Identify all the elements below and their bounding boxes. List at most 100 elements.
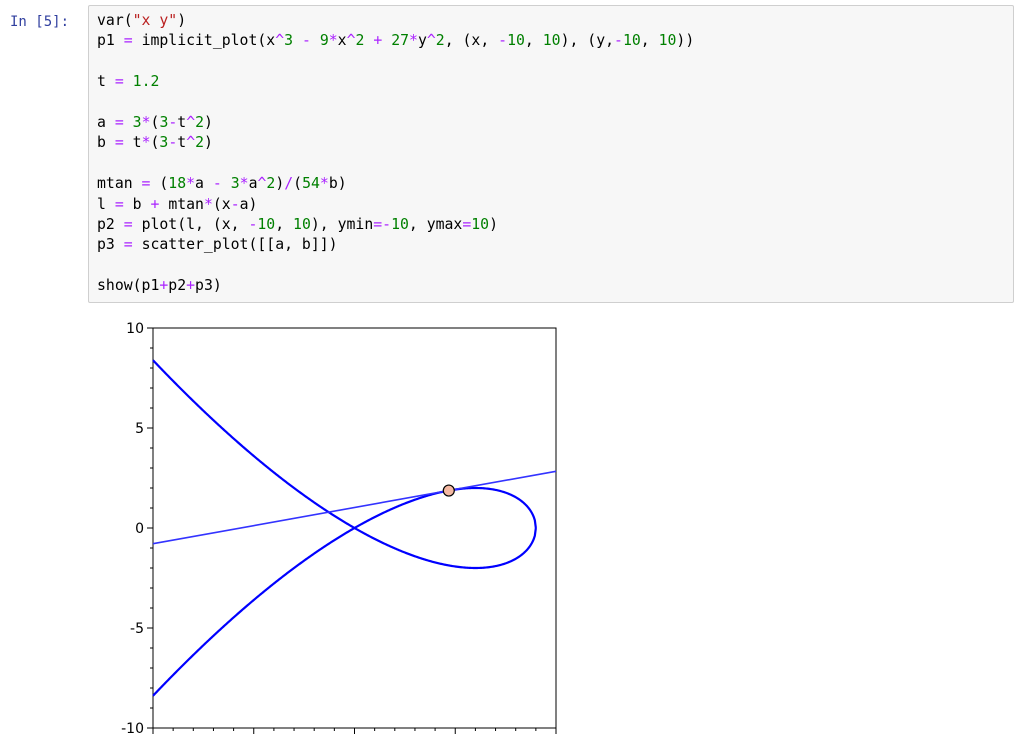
code-token: t [123, 134, 142, 152]
code-token: =- [373, 215, 392, 233]
code-token: = [462, 215, 472, 233]
code-token: b [123, 195, 151, 213]
code-token: 10 [391, 215, 409, 233]
code-token: * [409, 32, 418, 50]
y-tick-label: 5 [135, 421, 144, 437]
code-token: scatter_plot([[a, b]]) [132, 236, 338, 254]
code-token: t [177, 113, 187, 131]
code-token: 3 [132, 113, 142, 131]
code-token: a) [239, 195, 258, 213]
cell-prompt: In [5]: [10, 14, 70, 30]
code-token: 10 [293, 215, 311, 233]
code-token: * [239, 175, 249, 193]
code-token: implicit_plot(x [132, 32, 276, 50]
code-token: 18 [168, 175, 187, 193]
code-line: p3 = scatter_plot([[a, b]]) [97, 235, 1013, 255]
code-token: 10 [622, 32, 641, 50]
code-token: , [524, 32, 543, 50]
code-token [364, 32, 373, 49]
code-token: + [373, 32, 383, 50]
code-editor[interactable]: var("x y") p1 = implicit_plot(x^3 - 9*x^2… [97, 11, 1013, 296]
code-token: 2 [266, 175, 276, 193]
code-token: "x y" [132, 12, 178, 29]
code-token: ( [293, 175, 303, 193]
code-token: ( [150, 175, 169, 193]
code-token: = [114, 73, 124, 91]
code-token: 2 [435, 32, 445, 50]
code-token [293, 32, 302, 49]
code-token: - [168, 113, 178, 131]
code-line [97, 93, 1013, 113]
code-token: , ymax [408, 215, 463, 233]
code-token: ^ [257, 175, 267, 193]
code-line: t = 1.2 [97, 72, 1013, 92]
code-token [311, 32, 320, 49]
plot-figure: -10 -5 0 5 10 [121, 321, 557, 737]
code-cell-input[interactable]: var("x y") p1 = implicit_plot(x^3 - 9*x^2… [88, 5, 1014, 303]
code-token: ^ [186, 113, 196, 131]
code-token: * [328, 32, 338, 50]
code-token: a [97, 113, 115, 131]
code-token: y [417, 32, 427, 50]
code-token: + [159, 277, 169, 295]
code-token: 3 [230, 175, 240, 193]
code-token: a [195, 175, 213, 193]
code-token: * [186, 175, 196, 193]
tangent-point [442, 484, 455, 497]
y-tick-label: -10 [121, 721, 144, 737]
code-line [97, 154, 1013, 174]
code-token: 9 [319, 32, 329, 50]
code-token: mtan [97, 175, 142, 193]
code-token: 54 [302, 175, 320, 193]
code-token [222, 175, 231, 192]
x-axis-ticks [152, 728, 557, 734]
code-token: p2 [168, 277, 187, 295]
code-line: p2 = plot(l, (x, -10, 10), ymin=-10, yma… [97, 215, 1013, 235]
code-token: + [150, 195, 160, 213]
code-token: b [97, 134, 115, 152]
code-token: 3 [159, 134, 169, 152]
y-tick-label: 0 [135, 521, 144, 537]
code-token: - [498, 32, 508, 50]
code-token [124, 73, 133, 90]
code-token: t [97, 73, 115, 91]
code-token: ) [204, 113, 213, 131]
code-token: 2 [355, 32, 365, 50]
curve-lower-branch [152, 526, 537, 697]
code-token: = [123, 215, 133, 233]
code-line: l = b + mtan*(x-a) [97, 195, 1013, 215]
code-line: show(p1+p2+p3) [97, 276, 1013, 296]
code-token: = [114, 134, 124, 152]
y-tick-label: 10 [126, 321, 144, 337]
code-token: b) [328, 175, 347, 193]
code-line: var("x y") [97, 11, 1013, 31]
code-token: + [186, 277, 196, 295]
code-token: ( [150, 113, 160, 131]
code-token: p2 [97, 215, 124, 233]
code-token: ) [177, 12, 187, 29]
code-token: ) [275, 175, 285, 193]
y-tick-label: -5 [130, 621, 144, 637]
code-token: ^ [346, 32, 356, 50]
code-token [382, 32, 391, 49]
code-token: t [177, 134, 187, 152]
code-token: 2 [195, 113, 205, 131]
code-token: x [337, 32, 347, 50]
code-token: ) [489, 215, 499, 233]
code-token: var( [97, 12, 133, 29]
code-token: p3 [97, 236, 124, 254]
code-line: b = t*(3-t^2) [97, 133, 1013, 153]
code-token: = [114, 113, 124, 131]
code-token: * [141, 134, 151, 152]
code-token: ^ [186, 134, 196, 152]
code-line: p1 = implicit_plot(x^3 - 9*x^2 + 27*y^2,… [97, 31, 1013, 51]
code-token: mtan [159, 195, 204, 213]
code-token: 3 [284, 32, 294, 50]
code-line: mtan = (18*a - 3*a^2)/(54*b) [97, 174, 1013, 194]
code-token: ^ [275, 32, 285, 50]
code-token: - [301, 32, 311, 50]
code-token: ^ [426, 32, 436, 50]
code-token: - [168, 134, 178, 152]
code-token: * [141, 113, 151, 131]
code-token: 27 [391, 32, 410, 50]
